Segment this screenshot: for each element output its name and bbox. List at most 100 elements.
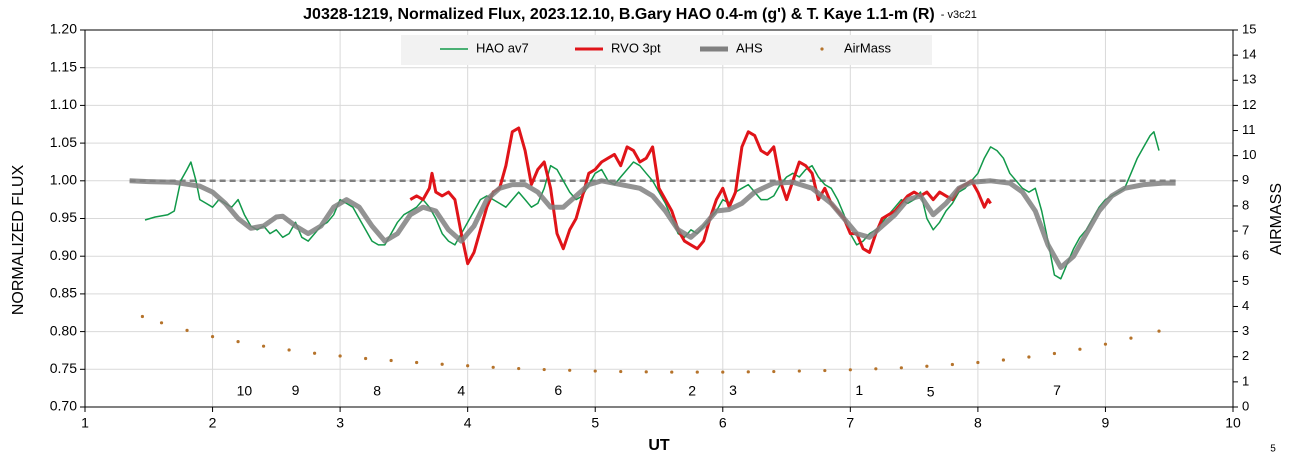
airmass-point (338, 354, 342, 358)
x-axis-label: UT (648, 437, 670, 454)
airmass-point (593, 369, 597, 373)
y2-tick-label: 3 (1242, 323, 1249, 338)
airmass-point (644, 370, 648, 374)
x-tick-label: 3 (336, 415, 344, 431)
y2-tick-label: 5 (1242, 273, 1249, 288)
airmass-point (491, 365, 495, 369)
annotation: 4 (457, 383, 465, 399)
corner-note: 5 (1270, 444, 1276, 455)
annotation: 2 (688, 383, 696, 399)
airmass-point (797, 369, 801, 373)
y-tick-label: 1.10 (50, 96, 77, 112)
annotation: 7 (1053, 382, 1061, 398)
y2-tick-label: 13 (1242, 72, 1256, 87)
airmass-point (950, 362, 954, 367)
airmass-point (210, 335, 215, 339)
y2-tick-label: 12 (1242, 97, 1256, 112)
airmass-point (140, 314, 144, 319)
annotation: 5 (927, 383, 935, 399)
series-line (144, 131, 1160, 280)
series-line (129, 178, 1176, 270)
x-tick-label: 7 (846, 415, 854, 431)
airmass-point (1103, 342, 1108, 346)
airmass-point (848, 368, 852, 372)
x-tick-label: 5 (591, 415, 599, 431)
y-tick-label: 1.15 (50, 58, 77, 74)
airmass-point (159, 321, 164, 325)
chart-title: J0328-1219, Normalized Flux, 2023.12.10,… (303, 6, 935, 23)
airmass-point (874, 367, 878, 371)
airmass-point (619, 369, 623, 374)
y2-tick-label: 14 (1242, 47, 1256, 62)
airmass-point (364, 356, 368, 361)
annotation: 1 (855, 382, 863, 398)
x-tick-label: 2 (209, 415, 217, 431)
y2-tick-label: 8 (1242, 197, 1249, 212)
airmass-point (415, 360, 419, 365)
legend-label: HAO av7 (476, 40, 529, 55)
y2-tick-label: 9 (1242, 172, 1249, 187)
airmass-point (1129, 336, 1133, 340)
legend-label: AirMass (844, 40, 891, 55)
airmass-point (568, 368, 572, 372)
airmass-point (925, 364, 929, 368)
airmass-point (670, 370, 674, 374)
y-tick-label: 0.70 (50, 398, 77, 414)
x-tick-label: 10 (1225, 415, 1241, 431)
airmass-point (389, 358, 393, 363)
annotation: 6 (554, 382, 562, 398)
legend-label: RVO 3pt (611, 40, 661, 55)
y2-tick-label: 4 (1242, 298, 1249, 313)
y2-tick-label: 10 (1242, 147, 1256, 162)
series-line (409, 126, 992, 266)
y-tick-label: 1.20 (50, 21, 77, 37)
x-tick-label: 1 (81, 415, 89, 431)
chart-subtitle: - v3c21 (941, 9, 977, 21)
airmass-point (1027, 355, 1031, 359)
airmass-point (1078, 347, 1082, 351)
airmass-point (313, 351, 317, 355)
airmass-point (185, 328, 189, 332)
airmass-point (772, 369, 776, 374)
annotation: 9 (292, 382, 300, 398)
airmass-point (440, 362, 444, 366)
airmass-point (1001, 358, 1006, 362)
y2-tick-label: 15 (1242, 21, 1256, 36)
airmass-point (287, 348, 291, 352)
airmass-point (976, 360, 980, 365)
airmass-point (823, 368, 827, 373)
legend-label: AHS (736, 40, 763, 55)
airmass-point (721, 370, 725, 374)
y-tick-label: 1.05 (50, 134, 77, 150)
y-axis-label: NORMALIZED FLUX (10, 165, 27, 316)
x-tick-label: 9 (1102, 415, 1110, 431)
annotation: 10 (237, 383, 253, 399)
y-tick-label: 0.90 (50, 247, 77, 263)
y-tick-label: 0.95 (50, 209, 77, 225)
y2-tick-label: 1 (1242, 373, 1249, 388)
x-tick-label: 4 (464, 415, 472, 431)
airmass-point (746, 370, 750, 374)
y-tick-label: 0.85 (50, 285, 77, 301)
y2-tick-label: 7 (1242, 223, 1249, 238)
legend: HAO av7 RVO 3pt AHS AirMass (401, 35, 932, 65)
airmass-point (236, 340, 240, 344)
airmass-point (542, 367, 546, 372)
airmass-point (261, 344, 266, 348)
annotation: 3 (729, 382, 737, 398)
airmass-point (466, 364, 470, 368)
airmass-point (695, 370, 699, 374)
y2-tick-label: 6 (1242, 248, 1249, 263)
airmass-point (1157, 329, 1161, 333)
legend-box (401, 35, 932, 65)
chart-title-group: J0328-1219, Normalized Flux, 2023.12.10,… (303, 6, 977, 23)
airmass-point (899, 366, 903, 370)
legend-swatch (820, 47, 824, 51)
y-tick-label: 0.75 (50, 360, 77, 376)
airmass-point (1052, 351, 1057, 356)
airmass-point (517, 366, 521, 371)
plot-frame (84, 29, 1234, 408)
y2-tick-label: 11 (1242, 122, 1256, 137)
y2-tick-label: 0 (1242, 398, 1249, 413)
